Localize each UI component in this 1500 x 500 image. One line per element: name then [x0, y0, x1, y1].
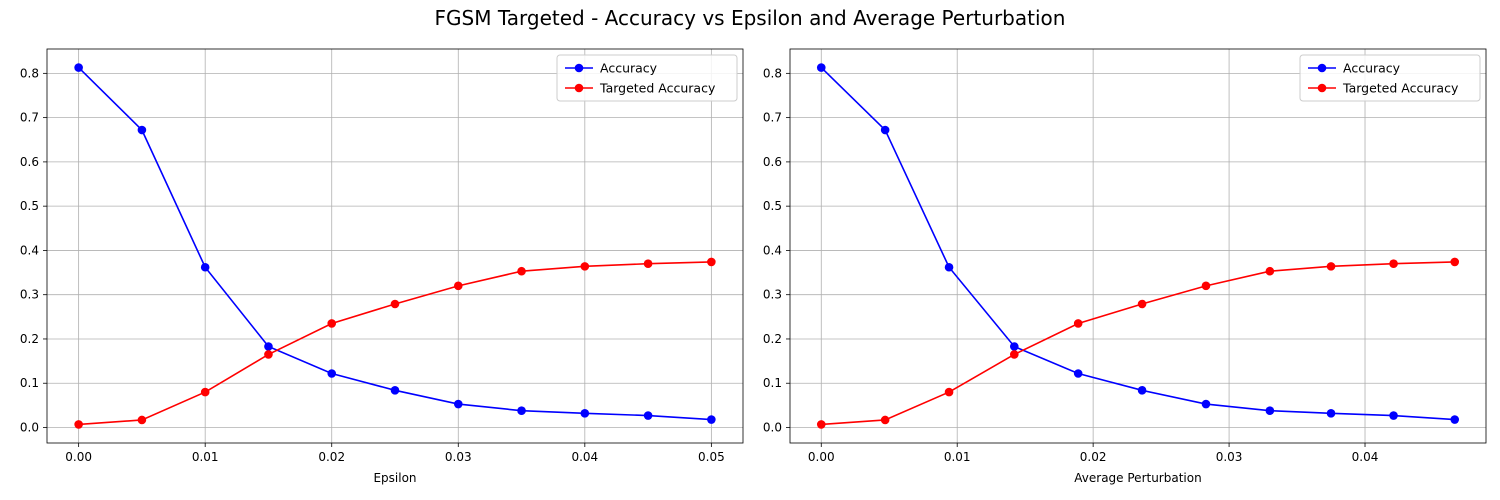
data-point — [1201, 399, 1211, 409]
data-point — [944, 262, 954, 272]
legend-marker — [1317, 63, 1327, 73]
data-point — [390, 386, 400, 395]
data-point — [200, 262, 210, 272]
x-tick-label: 0.02 — [1080, 450, 1107, 464]
data-point — [74, 63, 83, 72]
legend-label: Targeted Accuracy — [1342, 81, 1459, 96]
legend-marker — [1317, 83, 1327, 93]
data-point — [944, 387, 954, 397]
data-point — [816, 420, 826, 429]
x-tick-label: 0.02 — [318, 450, 345, 464]
data-point — [1450, 415, 1460, 424]
data-point — [643, 259, 653, 269]
data-point — [390, 299, 400, 309]
data-point — [327, 319, 337, 328]
x-tick-label: 0.00 — [65, 450, 92, 464]
legend: Accuracy Targeted Accuracy — [1299, 54, 1481, 102]
data-point — [1389, 259, 1398, 269]
data-point — [453, 399, 463, 409]
x-tick-label: 0.03 — [445, 450, 472, 464]
y-tick-label: 0.5 — [763, 199, 782, 213]
data-point — [1450, 257, 1460, 267]
y-tick-label: 0.6 — [20, 155, 39, 169]
y-tick-label: 0.7 — [20, 111, 39, 125]
y-tick-label: 0.8 — [763, 66, 782, 80]
data-point — [453, 281, 463, 291]
axes-frame — [789, 48, 1487, 444]
data-point — [517, 406, 526, 415]
data-point — [1137, 386, 1147, 395]
legend-marker — [574, 63, 584, 73]
axes-frame — [46, 48, 744, 444]
y-tick-label: 0.5 — [20, 199, 39, 213]
legend-label: Targeted Accuracy — [599, 81, 716, 96]
x-tick-label: 0.00 — [808, 450, 835, 464]
data-point — [1009, 342, 1019, 351]
x-tick-label: 0.01 — [192, 450, 219, 464]
y-tick-label: 0.8 — [20, 66, 39, 80]
data-point — [74, 420, 83, 429]
data-point — [1201, 281, 1211, 291]
legend-label: Accuracy — [600, 61, 658, 76]
y-tick-label: 0.3 — [20, 288, 39, 302]
x-axis-label: Average Perturbation — [1074, 471, 1201, 485]
data-point — [264, 342, 273, 351]
x-tick-label: 0.04 — [571, 450, 598, 464]
data-point — [1326, 409, 1336, 418]
data-point — [1073, 319, 1083, 328]
y-tick-label: 0.2 — [20, 332, 39, 346]
y-tick-label: 0.0 — [763, 421, 782, 435]
data-point — [707, 257, 716, 267]
data-point — [517, 266, 526, 276]
y-tick-label: 0.3 — [763, 288, 782, 302]
series-line-accuracy — [820, 67, 1455, 421]
data-point — [264, 350, 273, 359]
y-tick-label: 0.4 — [20, 243, 39, 257]
data-point — [1265, 406, 1275, 415]
data-point — [880, 125, 890, 135]
legend-label: Accuracy — [1343, 61, 1401, 76]
data-point — [816, 63, 826, 72]
y-tick-label: 0.1 — [763, 376, 782, 390]
chart-panel-1: 0.00 0.01 0.02 0.03 0.04 0.05 0.0 0.1 0.2 0.3 0.4 0… — [20, 48, 744, 485]
data-point — [1326, 262, 1336, 271]
chart-panel-2: 0.00 0.01 0.02 0.03 0.04 0.0 0.1 0.2 0.3 0.4 0.5 0.… — [763, 48, 1487, 485]
y-tick-label: 0.7 — [763, 111, 782, 125]
data-point — [327, 369, 337, 378]
series-line-targeted-accuracy — [78, 261, 712, 426]
series-line-targeted-accuracy — [821, 261, 1455, 426]
data-point — [1265, 266, 1275, 276]
data-point — [200, 387, 210, 397]
data-point — [1389, 411, 1398, 420]
legend-box — [556, 54, 738, 102]
series-line-accuracy — [78, 67, 712, 421]
legend-box — [1299, 54, 1481, 102]
figure-title: FGSM Targeted - Accuracy vs Epsilon and … — [434, 6, 1066, 30]
data-point — [643, 411, 653, 420]
x-axis-label: Epsilon — [373, 471, 416, 485]
data-point — [880, 415, 890, 425]
legend-marker — [574, 83, 584, 93]
y-tick-label: 0.6 — [763, 155, 782, 169]
data-point — [1009, 350, 1019, 359]
x-tick-label: 0.04 — [1352, 450, 1379, 464]
data-point — [580, 409, 590, 418]
y-tick-label: 0.1 — [20, 376, 39, 390]
legend: Accuracy Targeted Accuracy — [556, 54, 738, 102]
x-tick-label: 0.01 — [944, 450, 971, 464]
data-point — [137, 125, 147, 135]
data-point — [707, 415, 716, 424]
data-point — [1073, 369, 1083, 378]
x-tick-label: 0.03 — [1216, 450, 1243, 464]
y-tick-label: 0.2 — [763, 332, 782, 346]
y-tick-label: 0.0 — [20, 421, 39, 435]
x-tick-label: 0.05 — [698, 450, 725, 464]
data-point — [1137, 299, 1147, 309]
data-point — [137, 415, 147, 425]
y-tick-label: 0.4 — [763, 243, 782, 257]
data-point — [580, 262, 590, 271]
